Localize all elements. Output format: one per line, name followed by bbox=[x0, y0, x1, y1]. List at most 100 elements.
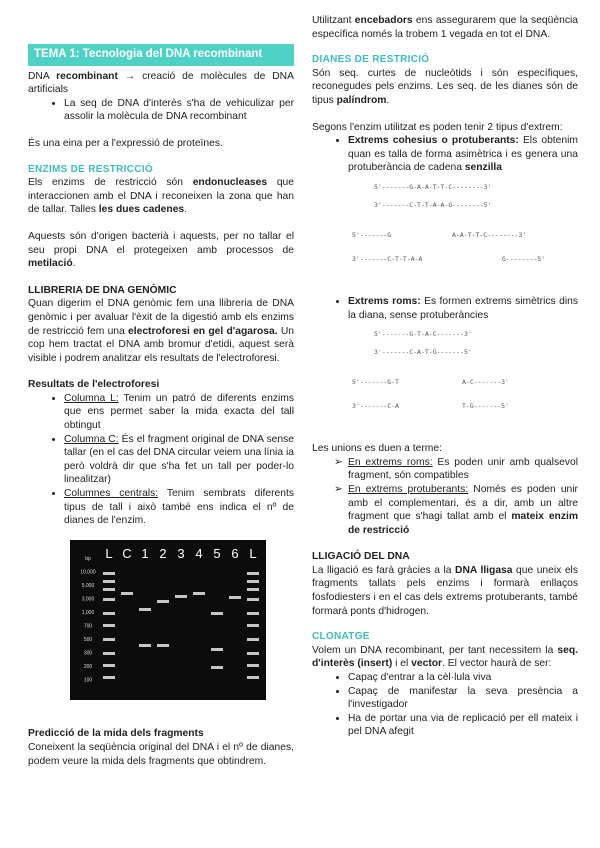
bold: mateix enzim de restricció bbox=[348, 511, 579, 536]
sequence: A-C-------3' bbox=[462, 378, 509, 387]
heading: DIANES DE RESTRICIÓ bbox=[312, 54, 430, 66]
text: . bbox=[72, 258, 76, 270]
underline: En extrems roms: bbox=[348, 456, 433, 468]
bold: electroforesi en gel d'agarosa. bbox=[128, 325, 278, 337]
list: Extrems cohesius o protuberants: Els obt… bbox=[312, 134, 578, 175]
list-item: Ha de portar una via de replicació per e… bbox=[348, 712, 578, 739]
gel-band bbox=[247, 675, 259, 679]
text: Volem un DNA recombinant, per tant neces… bbox=[312, 644, 558, 656]
paragraph: Volem un DNA recombinant, per tant neces… bbox=[312, 644, 578, 671]
gel-band bbox=[103, 675, 115, 679]
list: Extrems roms: Es formen extrems simètric… bbox=[312, 295, 578, 322]
paragraph: Quan digerim el DNA genòmic fem una llib… bbox=[28, 297, 294, 365]
heading: CLONATGE bbox=[312, 631, 370, 643]
list: En extrems roms: Es poden unir amb quals… bbox=[312, 456, 578, 538]
lane-label: L bbox=[249, 546, 256, 561]
text: Utilitzant bbox=[312, 15, 355, 26]
gel-image: L C 1 2 3 4 5 6 Lbp10,0005,0003,0001,00070050030… bbox=[70, 539, 266, 700]
lane-label: 3 bbox=[177, 546, 184, 561]
gel-band bbox=[103, 597, 115, 601]
bold: metilació bbox=[28, 258, 73, 270]
paragraph: Són seq. curtes de nucleòtids i són espe… bbox=[312, 67, 578, 108]
sequence: 5'-------G-T-A-C-------3' bbox=[374, 330, 472, 339]
text: → creació de molècules de DNA artificial… bbox=[28, 70, 294, 96]
gel-band bbox=[211, 665, 223, 669]
bold: recombinant bbox=[56, 70, 118, 82]
sequence: 5'-------G-A-A-T-T-C--------3' bbox=[374, 182, 492, 191]
sequence: G--------5' bbox=[502, 254, 546, 263]
text: Tenim un patró de diferents enzims que e… bbox=[64, 392, 294, 432]
underline: En extrems protuberants: bbox=[348, 483, 469, 495]
gel-band bbox=[175, 594, 187, 598]
list: La seq de DNA d'interès s'ha de vehiculi… bbox=[28, 97, 294, 124]
list-item: La seq de DNA d'interès s'ha de vehiculi… bbox=[64, 97, 294, 124]
gel-band bbox=[247, 587, 259, 591]
ladder-label: 1,000 bbox=[82, 610, 95, 616]
list-item: Extrems roms: Es formen extrems simètric… bbox=[348, 295, 578, 322]
sequence: 5'-------G-T bbox=[352, 378, 399, 387]
text: Un cop hem tractat el DNA amb bromur d'e… bbox=[28, 325, 294, 364]
gel-band bbox=[103, 663, 115, 667]
ladder-label: 300 bbox=[84, 650, 93, 656]
bold: seq. d'interès (insert) bbox=[312, 644, 578, 670]
list-item: Columna L: Tenim un patró de diferents e… bbox=[64, 392, 294, 433]
sequence: A-A-T-T-C--------3' bbox=[452, 230, 527, 239]
gel-band bbox=[139, 643, 151, 647]
paragraph: DNA recombinant → creació de molècules d… bbox=[28, 70, 294, 97]
gel-background bbox=[70, 539, 266, 700]
lane-label: L bbox=[105, 546, 112, 561]
text: ens assegurarem que la seqüència específ… bbox=[312, 15, 578, 40]
gel-band bbox=[139, 607, 151, 611]
gel-band bbox=[157, 643, 169, 647]
text: que uneix els fragments tallats pels enz… bbox=[312, 564, 578, 617]
text: Tenim sembrats diferents tipus de tall i… bbox=[64, 488, 294, 527]
underline: Columna L: bbox=[64, 392, 119, 404]
gel-band bbox=[247, 611, 259, 615]
text: Només es poden unir amb el complementari… bbox=[348, 483, 578, 523]
text: La lligació es farà gràcies a la bbox=[312, 564, 456, 576]
underline: Columnes centrals: bbox=[64, 488, 159, 500]
gel-band bbox=[247, 579, 259, 583]
text: DNA bbox=[28, 70, 57, 82]
heading: LLIBRERIA DE DNA GENÒMIC bbox=[28, 284, 177, 296]
ladder-label: 10,000 bbox=[80, 569, 96, 575]
ladder-label: 700 bbox=[84, 623, 93, 629]
paragraph: Les unions es duen a terme: bbox=[312, 443, 442, 455]
list-item: Extrems cohesius o protuberants: Els obt… bbox=[348, 134, 578, 175]
text: Es poden unir amb qualsevol fragment, só… bbox=[348, 456, 578, 482]
gel-band bbox=[103, 637, 115, 641]
lane-label: 5 bbox=[213, 546, 220, 561]
ladder-label: bp bbox=[85, 556, 91, 562]
sequence: 3'-------C-T-T-A-A-G--------5' bbox=[374, 200, 492, 209]
ladder-label: 5,000 bbox=[82, 583, 95, 589]
sequence: 5'-------G bbox=[352, 230, 392, 239]
paragraph: Segons l'enzim utilitzat es poden tenir … bbox=[312, 121, 563, 133]
bold: vector bbox=[411, 658, 443, 670]
heading: LLIGACIÓ DEL DNA bbox=[312, 551, 410, 563]
gel-band bbox=[229, 595, 241, 599]
lane-label: C bbox=[122, 546, 131, 561]
ladder-label: 100 bbox=[84, 677, 93, 683]
lane-label: 4 bbox=[195, 546, 202, 561]
sequence: 3'-------C-T-T-A-A bbox=[352, 254, 423, 263]
list-item: Capaç de manifestar la seva presència a … bbox=[348, 685, 578, 712]
text: Els enzims de restricció són bbox=[28, 177, 193, 189]
gel-band bbox=[247, 597, 259, 601]
text: Aquests són d'origen bacterià i aquests,… bbox=[28, 230, 294, 256]
gel-band bbox=[211, 647, 223, 651]
paragraph: Aquests són d'origen bacterià i aquests,… bbox=[28, 230, 294, 271]
lane-label: 6 bbox=[231, 546, 238, 561]
bold: palíndrom bbox=[336, 94, 387, 106]
underline: Columna C: bbox=[64, 433, 119, 445]
list-item: Columnes centrals: Tenim sembrats difere… bbox=[64, 487, 294, 528]
ladder-label: 500 bbox=[84, 637, 93, 643]
text: i el bbox=[392, 658, 412, 670]
text: . bbox=[386, 94, 390, 106]
gel-band bbox=[157, 599, 169, 603]
ladder-label: 200 bbox=[84, 664, 93, 670]
sequence: T-G-------5' bbox=[462, 402, 509, 411]
bold: les dues cadenes bbox=[98, 204, 185, 216]
list: Columna L: Tenim un patró de diferents e… bbox=[28, 392, 294, 528]
sequence: 3'-------C-A bbox=[352, 402, 399, 411]
